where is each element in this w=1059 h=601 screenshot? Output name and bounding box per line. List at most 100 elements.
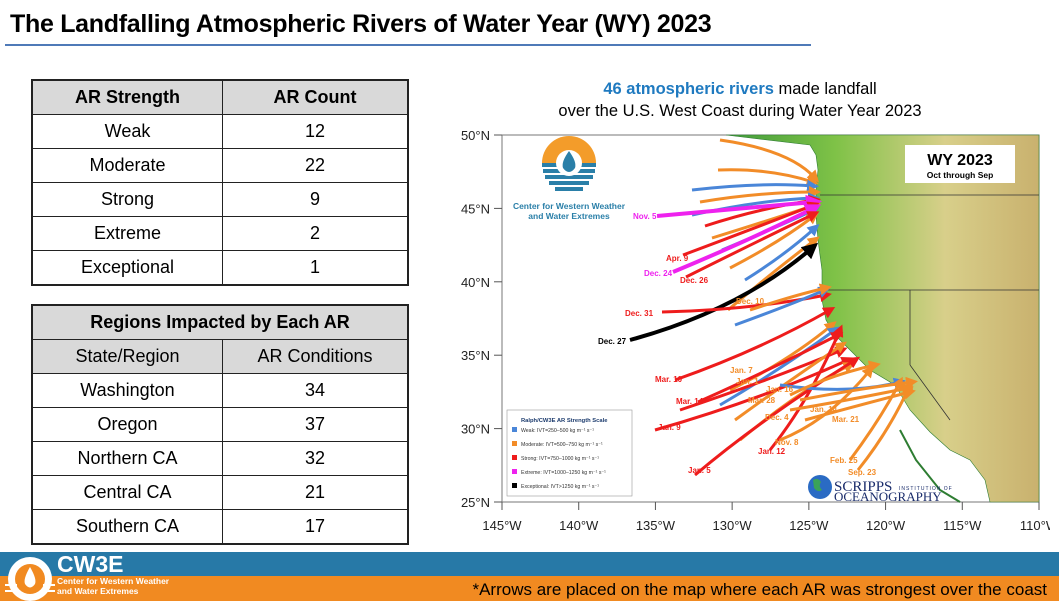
regions-table-title: Regions Impacted by Each AR [31,304,409,340]
ar-arrow-mar-21 [804,387,916,422]
ar-arrow [719,138,819,183]
table-row: Exceptional 1 [31,250,409,286]
lon-tick-label: 145°W [482,518,522,533]
lat-tick-label: 30°N [461,422,490,437]
region-label: Oregon [31,407,223,442]
strength-label: Strong [31,182,223,217]
ar-arrow-jan-5 [694,356,861,477]
legend-swatch [512,441,517,446]
legend-label: Weak: IVT=250–500 kg m⁻¹ s⁻¹ [521,428,594,434]
ar-arrow-apr-9 [682,201,820,257]
logo-line1: Center for Western Weather [513,201,626,211]
strength-count: 2 [222,216,409,251]
ar-label: Dec. 31 [625,309,654,318]
ar-label: Jan. 9 [658,423,681,432]
badge-bg [905,145,1015,183]
ar-arrow-dec-24 [672,204,822,274]
lat-tick-label: 40°N [461,275,490,290]
lon-tick-label: 115°W [943,518,982,533]
strength-count: 9 [222,182,409,217]
page-title: The Landfalling Atmospheric Rivers of Wa… [10,10,712,38]
ar-strength-table: AR Strength AR Count Weak 12 Moderate 22 S… [31,79,409,286]
footer-org-line2: and Water Extremes [57,586,139,596]
strength-count: 1 [222,250,409,286]
strength-legend: Ralph/CW3E AR Strength Scale Weak: IVT=2… [506,409,633,497]
ar-arrow-jan-9 [654,357,854,432]
table-title-row: Regions Impacted by Each AR [31,304,409,340]
ar-arrow-feb-25 [848,376,903,461]
lat-tick-label: 25°N [461,495,490,510]
region-count: 34 [222,373,409,408]
legend-label: Exceptional: IVT>1250 kg m⁻¹ s⁻¹ [521,484,599,490]
cw3e-footer-logo-icon [5,557,55,601]
ar-label: Feb. 25 [830,456,858,465]
scripps-oceanography: OCEANOGRAPHY [834,489,942,504]
caption-highlight: 46 atmospheric rivers [603,80,774,98]
ar-label: Jan. 5 [688,466,711,475]
legend-swatch [512,427,517,432]
regions-table: Regions Impacted by Each AR State/Region… [31,304,409,545]
ar-arrow-mar-10 [674,307,836,382]
ar-arrow-jan-12 [768,324,844,451]
table-row: Northern CA 32 [31,441,409,476]
logo-line2: and Water Extremes [528,211,610,221]
strength-count: 12 [222,114,409,149]
strength-label: Extreme [31,216,223,251]
region-count: 37 [222,407,409,442]
strength-label: Weak [31,114,223,149]
footer-org-full: Center for Western Weather and Water Ext… [57,576,169,596]
footer-blue-band [0,552,1059,576]
ar-label: Dec. 24 [644,269,673,278]
ar-label: Mar. 28 [748,396,776,405]
legend-label: Moderate: IVT=500–750 kg m⁻¹ s⁻¹ [521,442,603,448]
caption-line1-rest: made landfall [773,80,877,98]
footer-org-short: CW3E [57,551,124,577]
ar-label: Dec. 27 [598,337,627,346]
ar-arrow [717,168,819,186]
ar-arrow [744,223,820,282]
strength-label: Exceptional [31,250,223,286]
map-caption: 46 atmospheric rivers made landfall over… [430,78,1050,122]
table-row: Central CA 21 [31,475,409,510]
baja-coast [899,429,961,503]
ar-arrow [789,360,881,397]
table-header-row: AR Strength AR Count [31,79,409,115]
lat-tick-label: 35°N [461,348,490,363]
ar-label: Mar. 14 [676,397,704,406]
wy-badge: WY 2023 Oct through Sep [905,145,1015,183]
ar-label: Dec. 10 [736,297,765,306]
lat-tick-label: 50°N [461,128,490,143]
table-row: Weak 12 [31,114,409,149]
table-row: Southern CA 17 [31,509,409,545]
region-count: 17 [222,509,409,545]
ar-arrow-jan-7 [729,321,837,392]
ar-label: Nov. 5 [633,212,657,221]
header-state-region: State/Region [31,339,223,374]
table-row: Extreme 2 [31,216,409,251]
ar-label: Jan. 16 [766,385,794,394]
table-row: Oregon 37 [31,407,409,442]
strength-label: Moderate [31,148,223,183]
ar-label: Dec. 4 [765,413,789,422]
ar-arrow-dec-27 [629,242,819,342]
lon-tick-label: 125°W [789,518,829,533]
ar-label: Dec. 26 [680,276,709,285]
badge-title: WY 2023 [927,152,993,169]
region-count: 32 [222,441,409,476]
ar-label: Mar. 21 [832,415,860,424]
region-label: Northern CA [31,441,223,476]
legend-swatch [512,469,517,474]
ar-label: Apr. 9 [666,254,689,263]
lon-tick-label: 120°W [866,518,906,533]
legend-label: Strong: IVT=750–1000 kg m⁻¹ s⁻¹ [521,456,599,462]
longitude-axis: 145°W 140°W 135°W 130°W 125°W 120°W 115°W 110°W [482,502,1050,533]
water-drop-icon [562,151,576,172]
strength-count: 22 [222,148,409,183]
lon-tick-label: 140°W [559,518,599,533]
scripps-institution: INSTITUTION OF [899,486,953,492]
state-borders [820,194,1039,421]
ar-label: Jan. 1 [736,377,759,386]
lon-tick-label: 130°W [713,518,753,533]
ar-label: Jan. 12 [758,447,786,456]
ar-arrow [749,283,832,312]
